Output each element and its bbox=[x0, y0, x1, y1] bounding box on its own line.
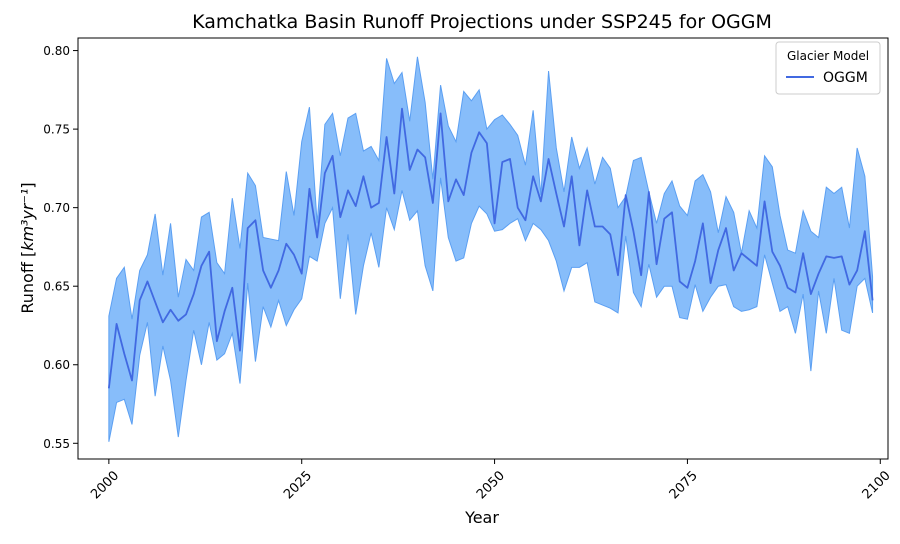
x-axis-ticks: 2000 2025 2050 2075 2100 bbox=[88, 459, 894, 502]
series-line-layer bbox=[107, 107, 874, 389]
y-tick-label: 0.60 bbox=[43, 358, 70, 372]
legend-entry-oggm: OGGM bbox=[823, 70, 868, 86]
y-tick-label: 0.55 bbox=[43, 437, 70, 451]
x-tick-label: 2025 bbox=[281, 468, 315, 502]
y-tick-label: 0.80 bbox=[43, 44, 70, 58]
legend-title: Glacier Model bbox=[787, 49, 869, 63]
x-tick-label: 2000 bbox=[88, 468, 122, 502]
series-line-oggm bbox=[107, 107, 874, 389]
chart-title: Kamchatka Basin Runoff Projections under… bbox=[192, 11, 772, 33]
uncertainty-band-layer bbox=[108, 56, 874, 442]
uncertainty-band-oggm bbox=[108, 56, 874, 442]
y-axis-label-unit: km³yr⁻¹ bbox=[18, 189, 37, 251]
y-axis-label-end: ] bbox=[18, 182, 37, 188]
y-tick-label: 0.75 bbox=[43, 123, 70, 137]
y-axis-label-main: Runoff [ bbox=[18, 251, 37, 314]
y-axis-ticks: 0.55 0.60 0.65 0.70 0.75 0.80 bbox=[43, 44, 78, 451]
x-axis-label: Year bbox=[464, 508, 499, 527]
legend: Glacier Model OGGM bbox=[775, 41, 881, 95]
y-axis-label: Runoff [km³yr⁻¹] bbox=[18, 182, 37, 313]
x-tick-label: 2100 bbox=[860, 468, 894, 502]
x-tick-label: 2050 bbox=[474, 468, 508, 502]
x-tick-label: 2075 bbox=[667, 468, 701, 502]
legend-box bbox=[775, 41, 881, 95]
y-tick-label: 0.70 bbox=[43, 201, 70, 215]
plot-frame bbox=[77, 37, 889, 460]
y-tick-label: 0.65 bbox=[43, 280, 70, 294]
